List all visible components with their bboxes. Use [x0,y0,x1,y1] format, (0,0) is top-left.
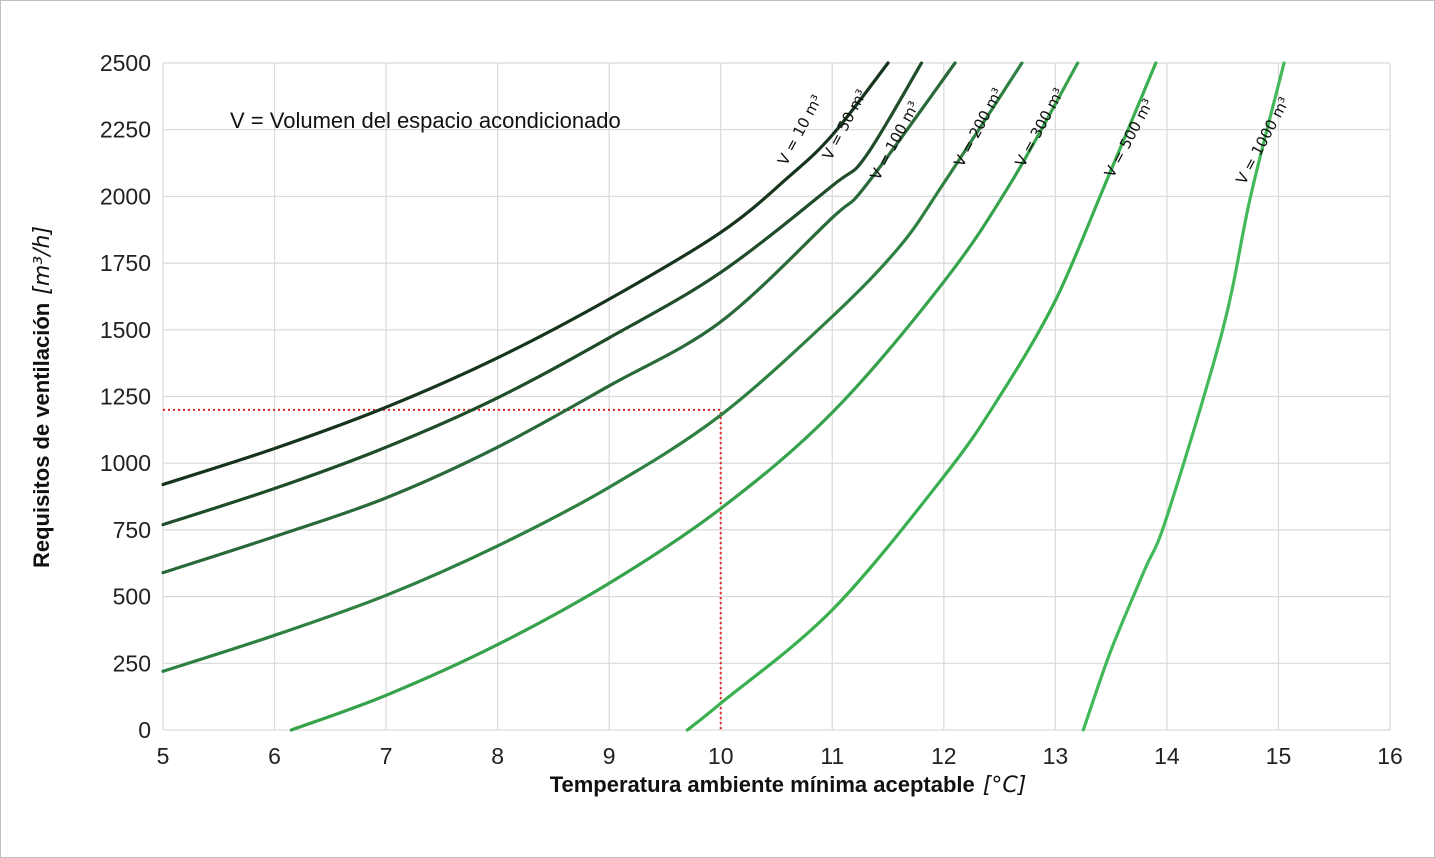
x-tick-label: 8 [491,743,504,769]
y-tick-label: 2000 [100,183,151,209]
y-tick-label: 250 [113,650,151,676]
y-axis-label: Requisitos de ventilación [29,303,54,568]
series-line-6 [1081,61,1286,732]
x-tick-labels: 5 6 7 8 9 10 11 12 13 14 15 16 [157,743,1403,769]
x-tick-label: 11 [820,743,844,769]
y-tick-label: 1250 [100,384,151,410]
series-line-3 [161,61,1024,673]
series-line-0 [161,61,890,487]
x-tick-label: 10 [708,743,734,769]
y-tick-label: 1000 [100,450,151,476]
y-tick-label: 2500 [100,50,151,76]
y-tick-label: 750 [113,517,151,543]
grid [162,62,1391,731]
x-tick-label: 7 [380,743,393,769]
x-tick-label: 16 [1377,743,1403,769]
x-tick-label: 14 [1154,743,1180,769]
series-lines [161,61,1286,732]
y-tick-label: 1750 [100,250,151,276]
series-line-4 [289,61,1080,732]
reference-line [163,408,722,730]
series-line-1 [161,61,924,527]
reference-lines [163,408,722,730]
y-tick-label: 500 [113,584,151,610]
x-tick-label: 5 [157,743,170,769]
x-tick-label: 6 [268,743,281,769]
x-axis-unit: [°C] [983,773,1027,798]
y-axis-title: Requisitos de ventilación [m³/h] [29,226,55,568]
x-tick-label: 12 [931,743,957,769]
y-axis-unit: [m³/h] [30,226,55,295]
y-tick-label: 0 [138,717,151,743]
series-line-2 [161,61,957,575]
x-tick-label: 9 [603,743,616,769]
annotation-text: V = Volumen del espacio acondicionado [230,108,621,133]
y-tick-label: 2250 [100,117,151,143]
x-tick-label: 15 [1266,743,1292,769]
y-tick-label: 1500 [100,317,151,343]
y-tick-labels: 0 250 500 750 1000 1250 1500 1750 2000 2250 2500 [100,50,151,743]
x-axis-label: Temperatura ambiente mínima aceptable [550,772,975,797]
x-tick-label: 13 [1043,743,1069,769]
x-axis-title: Temperatura ambiente mínima aceptable [°C… [550,772,1027,798]
series-line-5 [685,61,1158,732]
